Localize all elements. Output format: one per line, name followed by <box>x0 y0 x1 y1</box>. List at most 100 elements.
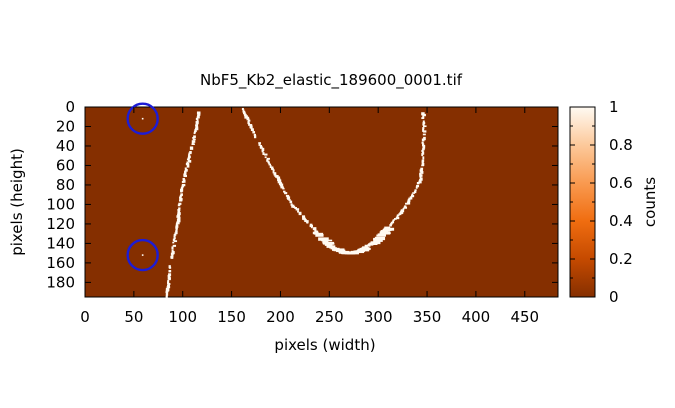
x-tick-label: 100 <box>168 308 197 326</box>
curve-segment <box>422 128 425 132</box>
curve-segment <box>414 189 417 192</box>
line-segment <box>193 132 196 135</box>
curve-segment <box>419 177 423 181</box>
line-segment <box>186 161 189 164</box>
colorbar-axis: 0 0.2 0.4 0.6 0.8 1 <box>570 98 633 306</box>
curve-segment <box>283 190 286 193</box>
curve-segment <box>309 224 314 228</box>
line-segment <box>181 185 185 188</box>
curve-segment <box>266 157 270 160</box>
curve-segment <box>252 131 256 134</box>
curve-segment <box>324 244 333 246</box>
x-tick-label: 200 <box>266 308 295 326</box>
curve-segment <box>411 193 414 196</box>
line-segment <box>165 292 169 296</box>
curve-segment <box>422 148 425 151</box>
curve-segment <box>269 165 272 168</box>
curve-segment <box>419 172 422 175</box>
line-segment <box>196 119 199 122</box>
curve-segment <box>362 246 368 250</box>
line-segment <box>165 291 169 294</box>
line-segment <box>180 193 183 196</box>
line-segment <box>172 241 175 244</box>
x-axis: 0 50 100 150 200 250 300 350 400 450 <box>80 107 539 326</box>
curve-segment <box>280 186 284 189</box>
y-tick-label: 20 <box>56 117 75 135</box>
curve-segment <box>287 197 290 200</box>
curve-segment <box>324 243 335 245</box>
curve-segment <box>400 209 405 213</box>
curve-segment <box>282 187 285 190</box>
colorbar <box>569 106 596 298</box>
curve-segment <box>277 180 282 184</box>
line-segment <box>191 141 194 145</box>
curve-segment <box>422 156 425 160</box>
curve-segment <box>288 199 291 201</box>
curve-segment <box>409 196 413 200</box>
curve-segment <box>243 113 247 117</box>
line-segment <box>183 173 187 177</box>
curve-segment <box>291 204 295 208</box>
curve-segment <box>315 233 324 237</box>
colorbar-tick-label: 0.8 <box>609 136 633 154</box>
y-tick-label: 160 <box>46 254 75 272</box>
curve-segment <box>262 152 265 156</box>
line-segment <box>182 179 186 183</box>
curve-segment <box>390 221 393 224</box>
line-segment <box>172 244 177 247</box>
line-segment <box>166 284 170 287</box>
curve-segment <box>299 212 302 215</box>
line-segment <box>186 164 190 168</box>
line-segment <box>197 114 200 118</box>
curve-segment <box>266 159 269 162</box>
colorbar-label: counts <box>641 177 659 227</box>
line-segment <box>194 129 197 133</box>
curve-segment <box>384 226 391 230</box>
curve-segment <box>318 237 329 241</box>
curve-segment <box>422 115 425 119</box>
curve-segment <box>422 146 426 149</box>
curve-segment <box>420 170 424 174</box>
y-tick-label: 60 <box>56 156 75 174</box>
curve-segment <box>259 146 263 149</box>
curve-segment <box>258 143 261 146</box>
curve-segment <box>421 161 424 164</box>
curve-segment <box>406 201 411 205</box>
line-segment <box>187 155 191 159</box>
line-segment <box>167 283 171 286</box>
curve-segment <box>312 228 316 231</box>
curve-segment <box>249 126 253 129</box>
curve-segment <box>396 214 400 217</box>
curve-segment <box>398 213 402 216</box>
curve-segment <box>304 218 307 223</box>
circle-marker <box>126 238 159 272</box>
curve-segment <box>413 190 417 194</box>
line-segment <box>177 210 181 214</box>
curve-segment <box>249 124 253 127</box>
curve-segment <box>275 175 279 178</box>
line-segment <box>177 204 181 207</box>
line-segment <box>173 237 176 240</box>
curve-segment <box>374 236 386 241</box>
curve-segment <box>408 197 411 201</box>
curve-segment <box>421 151 425 155</box>
line-segment <box>173 240 178 243</box>
curve-segment <box>267 160 270 163</box>
curve-segment <box>419 174 423 177</box>
curve-segment <box>241 107 244 110</box>
curve-segment <box>248 122 251 126</box>
line-segment <box>176 218 181 222</box>
line-segment <box>195 124 198 127</box>
curve-segment <box>294 207 297 210</box>
colorbar-tick-label: 0.4 <box>609 212 633 230</box>
line-segment <box>175 229 178 232</box>
curve-segment <box>250 128 254 132</box>
curve-segment <box>245 116 250 119</box>
marker-point <box>141 254 144 256</box>
colorbar-tick-label: 1 <box>609 98 619 116</box>
curve-segment <box>422 123 425 126</box>
curve-segment <box>285 194 290 197</box>
colorbar-tick-label: 0 <box>609 288 619 306</box>
curve-segment <box>276 176 281 179</box>
line-segment <box>185 168 188 172</box>
